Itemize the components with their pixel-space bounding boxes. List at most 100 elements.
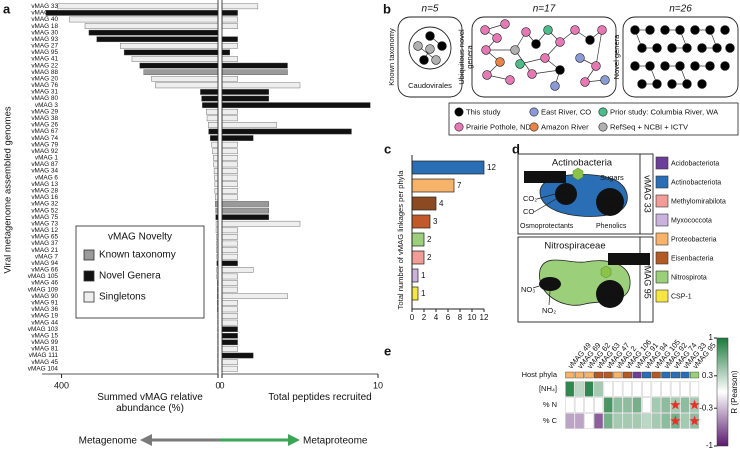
row-label: vMAG 36: [31, 306, 58, 313]
heatmap-cell: [574, 413, 584, 429]
cluster-label: Caudovirales: [408, 81, 452, 90]
row-label: % C: [543, 416, 558, 425]
x-tick-label: 6: [446, 313, 451, 322]
input-label: NO₂: [542, 306, 556, 315]
peptide-bar: [221, 43, 238, 49]
panel-label: c: [384, 141, 391, 156]
heatmap-cell: [613, 397, 623, 413]
row-label: vMAG 45: [31, 359, 58, 366]
peptide-bar: [221, 346, 238, 352]
peptidase-label: Peptidase: [612, 254, 645, 263]
abundance-bar: [214, 181, 219, 188]
row-label: vMAG 111: [29, 352, 59, 359]
x-tick-label: 0: [410, 313, 415, 322]
heatmap-cell: [603, 381, 613, 397]
legend-label: Novel Genera: [99, 271, 161, 282]
heatmap-cell: [574, 397, 584, 413]
bar: [411, 178, 455, 193]
peptide-bar: [221, 148, 238, 155]
network-node: [630, 25, 640, 35]
legend-swatch: [598, 122, 608, 132]
network-node: [652, 79, 662, 89]
x-tick-label: 4: [434, 313, 439, 322]
colorbar-title: R (Pearson): [730, 370, 739, 413]
colorbar-tick-label: -0.3: [699, 403, 713, 412]
legend-swatch: [655, 251, 669, 265]
heatmap-cell: [594, 397, 604, 413]
abundance-bar: [84, 23, 219, 29]
network-node: [600, 75, 610, 85]
legend-label: Prairie Pothole, ND: [466, 123, 532, 132]
heatmap-cell: [680, 381, 690, 397]
peptide-bar: [221, 240, 238, 247]
network-node: [660, 25, 670, 35]
peptide-bar: [221, 181, 238, 188]
row-label: vMAG 80: [31, 95, 58, 102]
peptide-bar: [221, 141, 238, 148]
row-label: vMAG 27: [31, 43, 58, 50]
vmag-label: vMAG 95: [643, 261, 653, 299]
abundance-bar: [213, 168, 219, 174]
host-swatch: [651, 371, 661, 379]
legend-label: Proteobacteria: [671, 236, 717, 243]
peptide-bar: [221, 115, 238, 122]
network-node: [510, 45, 520, 55]
x-axis-title: Summed vMAG relative abundance (%): [97, 392, 203, 414]
peptide-bar: [221, 365, 238, 372]
direction-label: Metagenome: [79, 436, 138, 447]
row-label: vMAG 105: [28, 273, 59, 280]
abundance-bar: [208, 128, 219, 135]
heatmap-cell: [642, 381, 652, 397]
input-label: CO: [523, 207, 534, 216]
x-tick-label: 0: [219, 380, 224, 390]
row-label: vMAG 12: [31, 227, 58, 234]
network-node: [505, 75, 515, 85]
legend-label: Known taxonomy: [99, 250, 176, 261]
x-tick-label: 0: [215, 380, 220, 390]
row-label: vMAG 6: [35, 174, 59, 181]
heatmap-cell: [642, 413, 652, 429]
label-box: [608, 253, 650, 265]
peptide-bar: [221, 293, 288, 300]
network-box: [397, 16, 463, 98]
row-label: vMAG 13: [31, 181, 58, 188]
flow-arrow: [548, 290, 551, 306]
legend-swatch: [454, 122, 464, 132]
row-label: vMAG 18: [31, 23, 58, 30]
row-label: vMAG 3: [35, 102, 59, 109]
peptide-bar: [221, 187, 238, 194]
row-label: vMAG 92: [31, 148, 58, 155]
row-label: vMAG 44: [31, 319, 58, 326]
abundance-bar: [120, 43, 219, 49]
network-node: [697, 43, 707, 53]
arrowhead: [288, 434, 300, 446]
host-swatch: [594, 371, 604, 379]
network-node: [690, 25, 700, 35]
peptide-bar: [221, 332, 238, 339]
network-node: [712, 43, 722, 53]
x-tick-label: 8: [458, 313, 463, 322]
peptide-bar: [221, 313, 238, 319]
heatmap-cell: [622, 397, 632, 413]
row-label: vMAG 16: [31, 194, 58, 201]
abundance-bar: [96, 36, 219, 43]
peptide-bar: [221, 207, 269, 214]
network-node: [637, 43, 647, 53]
peptide-bar: [221, 326, 238, 332]
bar: [411, 250, 425, 265]
peptide-bar: [221, 280, 238, 286]
legend-label: Myxococcota: [671, 217, 712, 224]
network-node: [480, 25, 490, 35]
peptide-bar: [221, 253, 238, 260]
core-label: central metab.: [600, 195, 620, 209]
peptidase-label: Peptidase: [528, 172, 561, 181]
peptide-bar: [221, 227, 238, 234]
row-label: vMAG 29: [31, 108, 58, 115]
legend-swatch: [83, 249, 95, 261]
row-label: vMAG 46: [31, 280, 58, 287]
legend-label: RefSeq + NCBI + ICTV: [610, 123, 689, 132]
network-node: [431, 55, 441, 65]
network-node: [720, 25, 730, 35]
peptide-bar: [221, 319, 238, 326]
heatmap-cell: [603, 397, 613, 413]
